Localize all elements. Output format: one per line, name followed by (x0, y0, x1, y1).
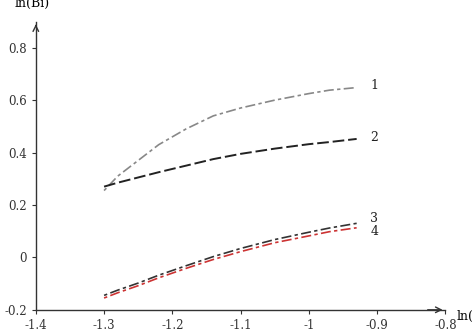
Text: 2: 2 (371, 131, 378, 144)
Y-axis label: ln(Bi): ln(Bi) (14, 0, 49, 10)
Text: 3: 3 (371, 212, 378, 225)
Text: 4: 4 (371, 225, 378, 238)
Text: 1: 1 (371, 79, 378, 92)
X-axis label: ln(t): ln(t) (456, 310, 472, 323)
